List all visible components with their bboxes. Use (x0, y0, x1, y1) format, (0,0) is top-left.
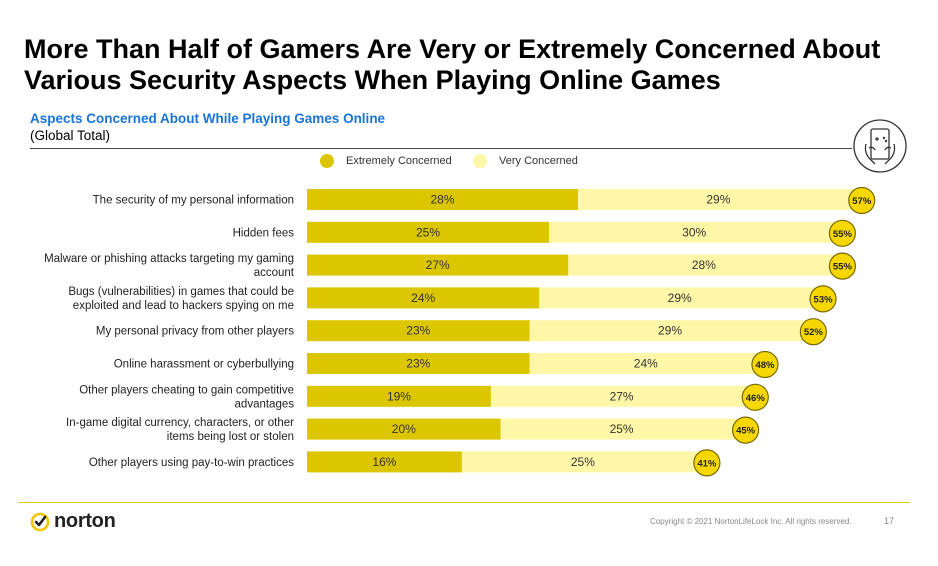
data-label-extremely: 24% (411, 291, 435, 305)
bar-very (578, 189, 859, 210)
data-label-very: 29% (706, 193, 730, 207)
data-label-very: 24% (634, 357, 658, 371)
total-label: 55% (833, 229, 853, 240)
bar-extremely (307, 287, 540, 309)
legend-item-very: Very Concerned (473, 154, 578, 168)
data-label-extremely: 28% (431, 193, 455, 207)
total-circle (828, 252, 857, 280)
data-label-extremely: 19% (387, 389, 411, 403)
category-label: advantages (235, 398, 295, 410)
copyright-text: Copyright © 2021 NortonLifeLock Inc. All… (650, 517, 852, 526)
chart-subnote: (Global Total) (30, 128, 111, 143)
page-title: More Than Half of Gamers Are Very or Ext… (24, 34, 881, 95)
bar-very (529, 353, 762, 374)
legend-swatch-very (473, 154, 487, 168)
total-circle (799, 318, 827, 346)
bar-very (461, 451, 704, 473)
category-label: Other players cheating to gain competiti… (79, 384, 294, 396)
total-circle (809, 285, 837, 313)
category-label: Bugs (vulnerabilities) in games that cou… (68, 286, 294, 298)
total-circle (828, 219, 857, 247)
bar-very (490, 385, 753, 407)
legend-swatch-extremely (320, 154, 334, 168)
category-label: items being lost or stolen (167, 431, 294, 443)
data-label-very: 30% (682, 225, 706, 239)
bar-extremely (307, 451, 462, 473)
data-label-extremely: 16% (372, 455, 396, 469)
data-label-extremely: 27% (426, 258, 450, 272)
legend-item-extremely: Extremely Concerned (320, 154, 452, 168)
data-label-extremely: 20% (392, 422, 416, 436)
bar-extremely (307, 385, 491, 407)
total-label: 55% (833, 262, 853, 273)
total-circle (848, 186, 876, 215)
bar-very (549, 221, 840, 243)
bar-extremely (307, 189, 579, 210)
bar-very (568, 254, 840, 276)
bar-very (539, 287, 821, 309)
category-label: In-game digital currency, characters, or… (66, 417, 294, 429)
total-circle (693, 449, 721, 477)
data-label-very: 25% (610, 422, 634, 436)
category-label: Hidden fees (233, 227, 295, 239)
legend-label-very: Very Concerned (499, 155, 578, 167)
bar-very (529, 320, 811, 342)
category-label: My personal privacy from other players (96, 326, 294, 338)
bar-extremely (307, 320, 530, 342)
gamer-controller-icon (852, 118, 908, 174)
header-divider (30, 148, 852, 149)
norton-logo: norton (30, 510, 116, 533)
total-label: 57% (852, 196, 872, 207)
category-label: exploited and lead to hackers spying on … (73, 300, 294, 312)
bar-very (500, 418, 743, 440)
bar-extremely (307, 418, 501, 440)
page-number: 17 (884, 516, 895, 526)
data-label-very: 27% (610, 389, 634, 403)
chart-legend: Extremely Concerned Very Concerned (0, 154, 938, 174)
total-circle (751, 350, 779, 379)
total-label: 52% (804, 327, 824, 338)
norton-check-icon (30, 512, 50, 531)
category-label: The security of my personal information (93, 195, 294, 207)
total-label: 53% (814, 294, 834, 305)
category-label: account (254, 267, 295, 279)
data-label-extremely: 23% (406, 357, 430, 371)
data-label-very: 25% (571, 455, 595, 469)
bar-extremely (307, 353, 530, 374)
data-label-very: 29% (668, 291, 692, 305)
bar-extremely (307, 221, 549, 243)
bar-extremely (307, 254, 569, 276)
total-circle (731, 416, 760, 444)
total-label: 41% (697, 458, 717, 469)
data-label-extremely: 25% (416, 225, 440, 239)
category-label: Malware or phishing attacks targeting my… (44, 253, 294, 265)
data-label-very: 29% (658, 324, 682, 338)
total-label: 48% (755, 360, 775, 371)
brand-name: norton (54, 510, 116, 532)
footer-divider (18, 502, 910, 503)
category-label: Other players using pay-to-win practices (89, 457, 294, 469)
legend-label-extremely: Extremely Concerned (346, 155, 452, 167)
category-label: Online harassment or cyberbullying (114, 359, 294, 371)
data-label-extremely: 23% (406, 324, 430, 338)
total-label: 45% (736, 426, 756, 437)
data-label-very: 28% (692, 258, 716, 272)
total-label: 46% (746, 393, 766, 404)
chart-subtitle: Aspects Concerned About While Playing Ga… (30, 111, 386, 126)
total-circle (741, 383, 769, 411)
